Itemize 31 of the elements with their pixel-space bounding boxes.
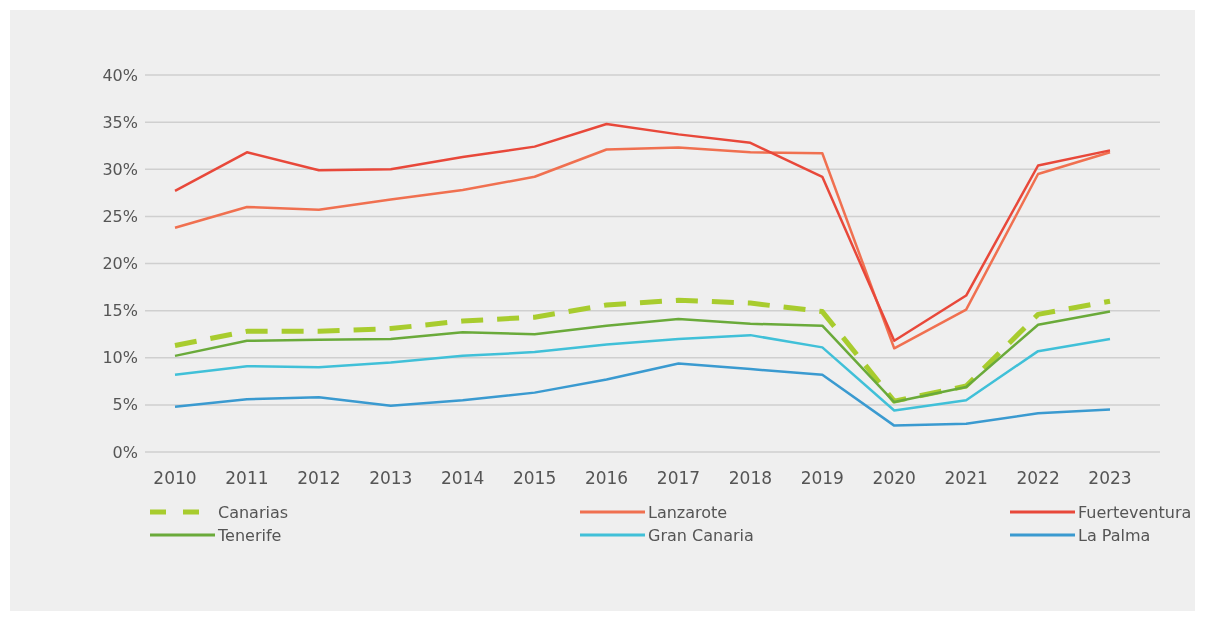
- x-tick-label: 2011: [225, 468, 269, 488]
- legend-label: Fuerteventura: [1078, 502, 1192, 522]
- x-tick-label: 2017: [656, 468, 701, 488]
- y-tick-label: 15%: [102, 301, 138, 321]
- legend-label: Gran Canaria: [648, 525, 754, 545]
- y-tick-label: 25%: [102, 206, 138, 226]
- x-tick-label: 2010: [153, 468, 197, 488]
- y-tick-label: 0%: [112, 442, 138, 462]
- y-tick-label: 20%: [102, 254, 138, 274]
- y-tick-label: 35%: [102, 112, 138, 132]
- x-tick-label: 2016: [584, 468, 629, 488]
- legend-label: Lanzarote: [648, 502, 728, 522]
- y-tick-label: 10%: [102, 348, 138, 368]
- line-series: [173, 333, 1112, 412]
- legend-label: La Palma: [1078, 525, 1151, 545]
- y-tick-label: 40%: [102, 65, 138, 85]
- x-tick-label: 2021: [944, 468, 988, 488]
- x-tick-label: 2015: [512, 468, 557, 488]
- x-tick-label: 2013: [369, 468, 413, 488]
- x-tick-label: 2022: [1016, 468, 1060, 488]
- x-tick-label: 2012: [297, 468, 341, 488]
- x-tick-label: 2014: [441, 468, 485, 488]
- line-series: [173, 362, 1112, 427]
- y-tick-label: 30%: [102, 159, 138, 179]
- x-tick-label: 2019: [800, 468, 844, 488]
- legend-label: Tenerife: [217, 525, 282, 545]
- x-tick-label: 2020: [872, 468, 916, 488]
- legend-label: Canarias: [218, 502, 289, 522]
- x-tick-label: 2018: [728, 468, 773, 488]
- y-tick-label: 5%: [112, 395, 138, 415]
- x-tick-label: 2023: [1088, 468, 1132, 488]
